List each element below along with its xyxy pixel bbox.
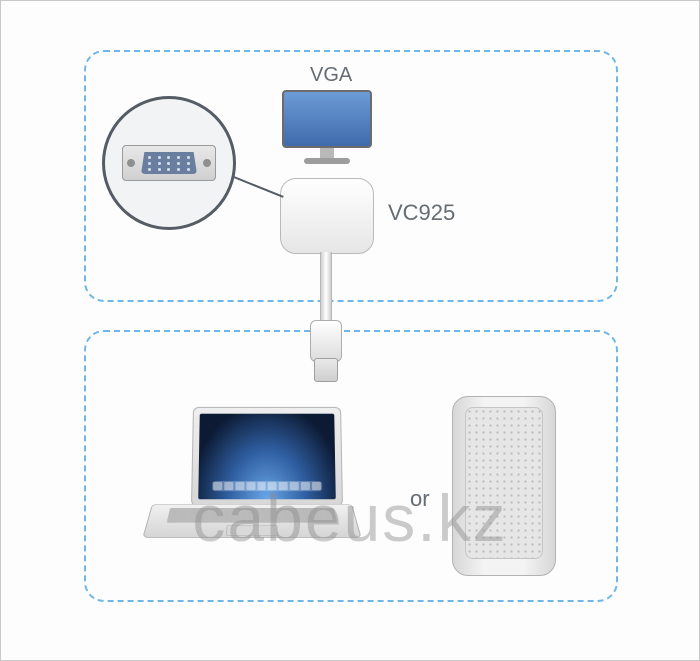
adapter-body-icon <box>280 178 374 254</box>
laptop-keyboard <box>167 508 338 523</box>
displayport-plug-body <box>310 320 342 362</box>
vga-port-callout <box>102 96 236 230</box>
tower-front-grille <box>465 407 543 559</box>
monitor-stand <box>320 148 334 158</box>
label-product: VC925 <box>388 200 455 226</box>
laptop-dock <box>212 481 322 491</box>
label-vga: VGA <box>310 64 352 87</box>
vga-port-icon <box>122 145 216 181</box>
displayport-plug-tip <box>314 358 338 382</box>
monitor-base <box>304 158 350 164</box>
laptop-display <box>198 414 336 500</box>
vga-screw-right <box>203 159 211 167</box>
vga-connector-shell <box>141 152 197 174</box>
laptop-lid <box>191 407 343 506</box>
vga-screw-left <box>127 159 135 167</box>
monitor-icon <box>282 90 372 164</box>
laptop-trackpad <box>226 525 278 536</box>
laptop-base <box>142 504 361 538</box>
adapter-cable <box>320 252 332 322</box>
label-or: or <box>410 486 430 512</box>
desktop-tower-icon <box>452 396 556 576</box>
monitor-screen <box>282 90 372 148</box>
laptop-icon <box>152 406 352 558</box>
